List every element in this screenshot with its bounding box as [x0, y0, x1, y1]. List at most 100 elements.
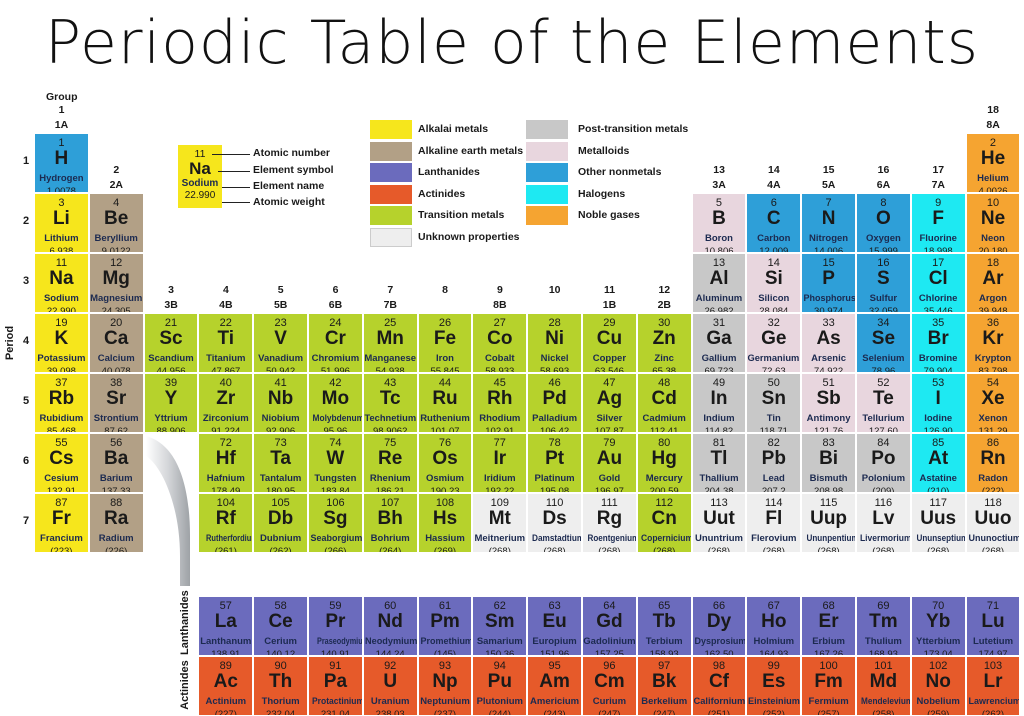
element-cell-Ag[interactable]: 47 Ag Silver 107.87 — [582, 373, 637, 433]
element-cell-Tl[interactable]: 81 Tl Thallium 204.38 — [691, 433, 747, 493]
element-cell-Bi[interactable]: 83 Bi Bismuth 208.98 — [801, 433, 856, 493]
element-cell-Pa[interactable]: 91 Pa Protactinium 231.04 — [308, 656, 363, 716]
element-cell-Cu[interactable]: 29 Cu Copper 63.546 — [582, 313, 637, 373]
element-cell-Be[interactable]: 4 Be Beryllium 9.0122 — [88, 193, 144, 253]
element-cell-Li[interactable]: 3 Li Lithium 6.938 — [34, 193, 89, 253]
element-cell-Ce[interactable]: 58 Ce Cerium 140.12 — [253, 596, 308, 656]
element-cell-Uut[interactable]: 113 Uut Ununtrium (268) — [691, 493, 747, 553]
element-cell-Os[interactable]: 76 Os Osmium 190.23 — [417, 433, 473, 493]
element-cell-Gd[interactable]: 64 Gd Gadolinium 157.25 — [582, 596, 637, 656]
element-cell-V[interactable]: 23 V Vanadium 50.942 — [253, 313, 308, 373]
element-cell-Ra[interactable]: 88 Ra Radium (226) — [88, 493, 144, 553]
element-cell-Np[interactable]: 93 Np Neptunium (237) — [417, 656, 473, 716]
element-cell-Fe[interactable]: 26 Fe Iron 55.845 — [417, 313, 473, 373]
element-cell-Te[interactable]: 52 Te Tellurium 127.60 — [856, 373, 911, 433]
element-cell-Mt[interactable]: 109 Mt Meitnerium (268) — [472, 493, 528, 553]
element-cell-Lv[interactable]: 116 Lv Livermorium (268) — [856, 493, 911, 553]
element-cell-Fl[interactable]: 114 Fl Flerovium (268) — [746, 493, 802, 553]
element-cell-Bk[interactable]: 97 Bk Berkelium (247) — [636, 656, 692, 716]
element-cell-No[interactable]: 102 No Nobelium (259) — [910, 656, 966, 716]
element-cell-Ca[interactable]: 20 Ca Calcium 40.078 — [88, 313, 144, 373]
element-cell-Pb[interactable]: 82 Pb Lead 207.2 — [746, 433, 802, 493]
element-cell-Ru[interactable]: 44 Ru Ruthenium 101.07 — [417, 373, 473, 433]
element-cell-Kr[interactable]: 36 Kr Krypton 83.798 — [965, 313, 1021, 373]
element-cell-Pd[interactable]: 46 Pd Palladium 106.42 — [527, 373, 582, 433]
element-cell-Rg[interactable]: 111 Rg Roentgenium (268) — [582, 493, 637, 553]
element-cell-Lr[interactable]: 103 Lr Lawrencium (262) — [965, 656, 1021, 716]
element-cell-Zr[interactable]: 40 Zr Zirconium 91.224 — [198, 373, 254, 433]
element-cell-Hs[interactable]: 108 Hs Hassium (269) — [417, 493, 473, 553]
element-cell-K[interactable]: 19 K Potassium 39.098 — [34, 313, 89, 373]
element-cell-Er[interactable]: 68 Er Erbium 167.26 — [801, 596, 856, 656]
element-cell-Y[interactable]: 39 Y Yttrium 88.906 — [143, 373, 199, 433]
element-cell-Ar[interactable]: 18 Ar Argon 39.948 — [965, 253, 1021, 313]
element-cell-Ba[interactable]: 56 Ba Barium 137.33 — [88, 433, 144, 493]
element-cell-Th[interactable]: 90 Th Thorium 232.04 — [253, 656, 308, 716]
element-cell-In[interactable]: 49 In Indium 114.82 — [691, 373, 747, 433]
element-cell-Am[interactable]: 95 Am Americium (243) — [527, 656, 582, 716]
element-cell-H[interactable]: 1 H Hydrogen 1.0078 — [34, 133, 89, 193]
element-cell-He[interactable]: 2 He Helium 4.0026 — [965, 133, 1021, 193]
element-cell-Lu[interactable]: 71 Lu Lutetium 174.97 — [965, 596, 1021, 656]
element-cell-Cn[interactable]: 112 Cn Copernicium (268) — [636, 493, 692, 553]
element-cell-Si[interactable]: 14 Si Silicon 28.084 — [746, 253, 802, 313]
element-cell-Ga[interactable]: 31 Ga Gallium 69.723 — [691, 313, 747, 373]
element-cell-Db[interactable]: 105 Db Dubnium (262) — [253, 493, 308, 553]
element-cell-Se[interactable]: 34 Se Selenium 78.96 — [856, 313, 911, 373]
element-cell-Sm[interactable]: 62 Sm Samarium 150.36 — [472, 596, 528, 656]
element-cell-Ta[interactable]: 73 Ta Tantalum 180.95 — [253, 433, 308, 493]
element-cell-Re[interactable]: 75 Re Rhenium 186.21 — [362, 433, 418, 493]
element-cell-Eu[interactable]: 63 Eu Europium 151.96 — [527, 596, 582, 656]
element-cell-Na[interactable]: 11 Na Sodium 22.990 — [34, 253, 89, 313]
element-cell-Mn[interactable]: 25 Mn Manganese 54.938 — [362, 313, 418, 373]
element-cell-Nd[interactable]: 60 Nd Neodymium 144.24 — [362, 596, 418, 656]
element-cell-Mo[interactable]: 42 Mo Molybdenum 95.96 — [308, 373, 363, 433]
element-cell-N[interactable]: 7 N Nitrogen 14.006 — [801, 193, 856, 253]
element-cell-O[interactable]: 8 O Oxygen 15.999 — [856, 193, 911, 253]
element-cell-Zn[interactable]: 30 Zn Zinc 65.38 — [636, 313, 692, 373]
element-cell-Bh[interactable]: 107 Bh Bohrium (264) — [362, 493, 418, 553]
element-cell-Hg[interactable]: 80 Hg Mercury 200.59 — [636, 433, 692, 493]
element-cell-Ho[interactable]: 67 Ho Holmium 164.93 — [746, 596, 802, 656]
element-cell-U[interactable]: 92 U Uranium 238.03 — [362, 656, 418, 716]
element-cell-Md[interactable]: 101 Md Mendelevium (258) — [856, 656, 911, 716]
element-cell-La[interactable]: 57 La Lanthanum 138.91 — [198, 596, 254, 656]
element-cell-Ge[interactable]: 32 Ge Germanium 72.63 — [746, 313, 802, 373]
element-cell-Sn[interactable]: 50 Sn Tin 118.71 — [746, 373, 802, 433]
element-cell-Ni[interactable]: 28 Ni Nickel 58.693 — [527, 313, 582, 373]
element-cell-Pu[interactable]: 94 Pu Plutonium (244) — [472, 656, 528, 716]
element-cell-Nb[interactable]: 41 Nb Niobium 92.906 — [253, 373, 308, 433]
element-cell-Cr[interactable]: 24 Cr Chromium 51.996 — [308, 313, 363, 373]
element-cell-Es[interactable]: 99 Es Einsteinium (252) — [746, 656, 802, 716]
element-cell-Yb[interactable]: 70 Yb Ytterbium 173.04 — [910, 596, 966, 656]
element-cell-Sc[interactable]: 21 Sc Scandium 44.956 — [143, 313, 199, 373]
element-cell-Ac[interactable]: 89 Ac Actinium (227) — [198, 656, 254, 716]
element-cell-Ne[interactable]: 10 Ne Neon 20.180 — [965, 193, 1021, 253]
element-cell-C[interactable]: 6 C Carbon 12.009 — [746, 193, 802, 253]
element-cell-Cl[interactable]: 17 Cl Chlorine 35.446 — [910, 253, 966, 313]
element-cell-Uuo[interactable]: 118 Uuo Ununoctium (268) — [965, 493, 1021, 553]
element-cell-Rb[interactable]: 37 Rb Rubidium 85.468 — [34, 373, 89, 433]
element-cell-Sb[interactable]: 51 Sb Antimony 121.76 — [801, 373, 856, 433]
element-cell-Tb[interactable]: 65 Tb Terbium 158.93 — [636, 596, 692, 656]
element-cell-Cs[interactable]: 55 Cs Cesium 132.91 — [34, 433, 89, 493]
element-cell-Sr[interactable]: 38 Sr Strontium 87.62 — [88, 373, 144, 433]
element-cell-P[interactable]: 15 P Phosphorus 30.974 — [801, 253, 856, 313]
element-cell-Po[interactable]: 84 Po Polonium (209) — [856, 433, 911, 493]
element-cell-Rf[interactable]: 104 Rf Rutherfordium (261) — [198, 493, 254, 553]
element-cell-Uup[interactable]: 115 Uup Ununpentium (268) — [801, 493, 856, 553]
element-cell-Ds[interactable]: 110 Ds Damstadtium (268) — [527, 493, 582, 553]
element-cell-Cm[interactable]: 96 Cm Curium (247) — [582, 656, 637, 716]
element-cell-Pm[interactable]: 61 Pm Promethium (145) — [417, 596, 473, 656]
element-cell-B[interactable]: 5 B Boron 10.806 — [691, 193, 747, 253]
element-cell-W[interactable]: 74 W Tungsten 183.84 — [308, 433, 363, 493]
element-cell-Rh[interactable]: 45 Rh Rhodium 102.91 — [472, 373, 528, 433]
element-cell-Br[interactable]: 35 Br Bromine 79.904 — [910, 313, 966, 373]
element-cell-Co[interactable]: 27 Co Cobalt 58.933 — [472, 313, 528, 373]
element-cell-Mg[interactable]: 12 Mg Magnesium 24.305 — [88, 253, 144, 313]
element-cell-Ti[interactable]: 22 Ti Titanium 47.867 — [198, 313, 254, 373]
element-cell-Ir[interactable]: 77 Ir Iridium 192.22 — [472, 433, 528, 493]
element-cell-Cd[interactable]: 48 Cd Cadmium 112.41 — [636, 373, 692, 433]
element-cell-Rn[interactable]: 86 Rn Radon (222) — [965, 433, 1021, 493]
